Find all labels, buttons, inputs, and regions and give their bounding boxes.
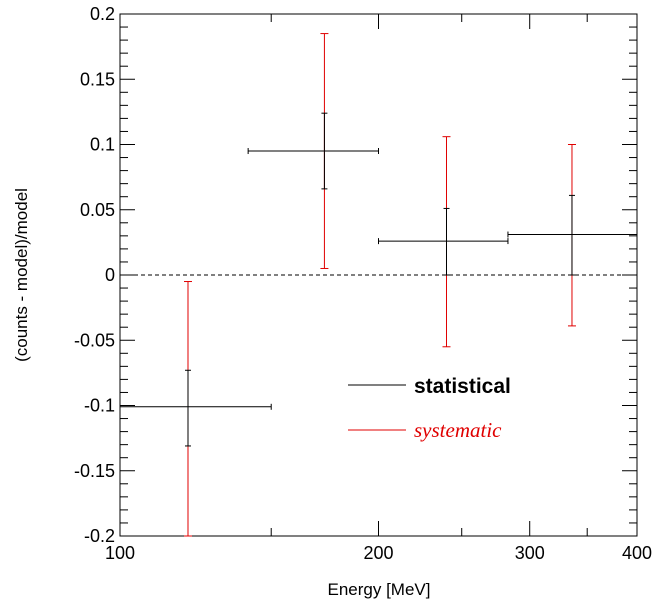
y-tick-label: -0.05 bbox=[74, 330, 115, 350]
y-tick-label: 0.2 bbox=[90, 4, 115, 24]
y-tick-label: 0.15 bbox=[80, 69, 115, 89]
error-bars-layer bbox=[119, 33, 638, 537]
legend: statistical systematic bbox=[348, 375, 511, 442]
y-tick-label: -0.15 bbox=[74, 461, 115, 481]
x-tick-label: 100 bbox=[105, 543, 135, 563]
axis-ticks bbox=[119, 13, 638, 537]
x-tick-label: 400 bbox=[622, 543, 652, 563]
x-axis-label: Energy [MeV] bbox=[328, 580, 431, 599]
y-tick-label: 0.05 bbox=[80, 200, 115, 220]
y-tick-label: 0 bbox=[105, 265, 115, 285]
y-axis-label: (counts - model)/model bbox=[12, 188, 31, 362]
x-tick-label: 300 bbox=[515, 543, 545, 563]
y-tick-label: -0.1 bbox=[84, 396, 115, 416]
y-tick-label: 0.1 bbox=[90, 135, 115, 155]
legend-label-systematic: systematic bbox=[414, 418, 502, 442]
y-tick-label: -0.2 bbox=[84, 526, 115, 546]
legend-label-statistical: statistical bbox=[414, 375, 511, 398]
tick-labels: -0.2 -0.15 -0.1 -0.05 0 0.05 0.1 0.15 0.2 100 200 3… bbox=[74, 4, 652, 563]
x-tick-label: 200 bbox=[363, 543, 393, 563]
